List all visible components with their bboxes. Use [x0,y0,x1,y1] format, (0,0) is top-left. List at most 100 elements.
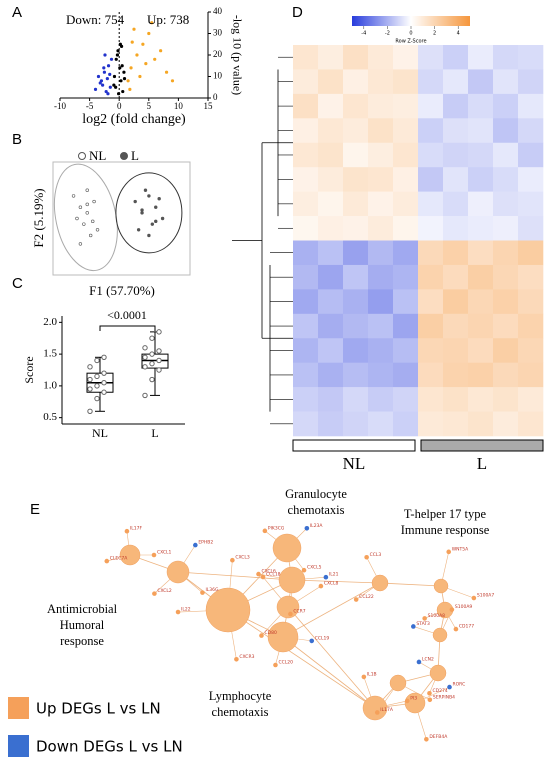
point [112,74,117,79]
gene-label: S100A9 [455,604,473,610]
heatmap-cell [443,313,469,339]
point [78,242,83,246]
point [126,79,130,83]
point [142,364,148,370]
point [149,335,155,341]
gene-node [104,558,110,564]
colorbar [352,16,470,26]
point [85,211,89,215]
heatmap-cell [368,191,394,217]
heatmap-cell [493,289,519,315]
gene-node [260,574,266,580]
point [150,222,155,226]
gene-node [318,583,324,589]
heatmap-cell [468,313,494,339]
term-node [276,595,300,619]
heatmap-cell [343,45,369,70]
gene-label: CXCL2 [157,588,172,594]
heatmap-cell [418,93,444,119]
gene-node [374,710,380,715]
heatmap-cell [343,289,369,315]
legend-marker [120,152,128,160]
gene-label: IL17A [380,707,394,713]
gene-label: CXCL8 [324,581,339,587]
heatmap-cell [493,216,519,241]
point [154,219,158,224]
heatmap-cell [443,93,469,119]
heatmap-cell [493,240,519,266]
point [147,233,151,238]
heatmap-cell [368,93,394,119]
heatmap-cell [468,411,494,437]
heatmap-cell [318,142,344,168]
point [102,70,106,74]
heatmap-cell [343,191,369,217]
point [94,373,100,380]
gene-node [256,571,261,577]
heatmap-cell [468,118,494,144]
gene-node [361,674,367,680]
heatmap-cell [343,362,369,388]
x-tick-label: 0 [117,101,122,111]
heatmap-cell [443,240,469,266]
heatmap-cell [343,93,369,119]
point [128,87,132,91]
gene-node [288,611,293,617]
point [94,383,100,389]
heatmap-cell [343,240,369,266]
colorbar-label: Row Z-Score [395,39,426,45]
gene-node [151,552,157,558]
heatmap-cell [293,289,319,315]
point [156,357,162,364]
heatmap-cell [343,338,369,363]
x-tick-label: L [151,426,158,440]
group-label: L [477,454,487,473]
heatmap-cell [418,191,444,217]
gene-label: CD177 [459,624,474,630]
point [122,77,127,81]
y-axis-label: Score [22,356,36,383]
gene-label: S100A7 [477,593,495,599]
point [136,228,141,232]
point [91,219,95,224]
y-tick-label: 1.0 [43,379,57,391]
y-tick-label: 20 [213,49,223,59]
gene-label: S100A8 [428,613,446,619]
gene-node [200,590,205,595]
heatmap-cell [343,387,369,412]
panel-letter: A [12,4,22,21]
heatmap-cell [318,362,344,388]
gene-label: WNT5A [452,546,469,552]
point [78,205,83,209]
gene-node [262,528,268,534]
heatmap-cell [493,338,519,363]
heatmap-cell [443,118,469,144]
heatmap-cell [343,69,369,95]
heatmap-cell [418,387,444,412]
x-axis-label: F1 (57.70%) [89,283,155,298]
heatmap-cell [518,240,544,266]
point [118,66,122,70]
gene-node [427,697,433,703]
point [87,408,93,414]
annotation: Up: 738 [147,12,189,27]
heatmap-cell [518,264,544,290]
point [140,208,144,212]
point [102,66,106,70]
gene-label: DEFB4A [429,734,448,740]
panel-letter: E [30,501,40,518]
heatmap-cell [293,45,319,70]
heatmap-cell [393,45,419,70]
point [112,83,116,87]
point [142,392,148,399]
gene-label: IL17F [130,526,143,532]
legend-label: L [131,148,139,163]
gene-label: CXCL5 [307,565,322,571]
point [114,57,118,61]
heatmap-cell [418,338,444,363]
point [170,79,175,83]
term-node [371,574,389,592]
colorbar-tick-label: -2 [385,31,390,37]
heatmap-cell [493,69,519,95]
cluster-label: chemotaxis [212,705,269,719]
